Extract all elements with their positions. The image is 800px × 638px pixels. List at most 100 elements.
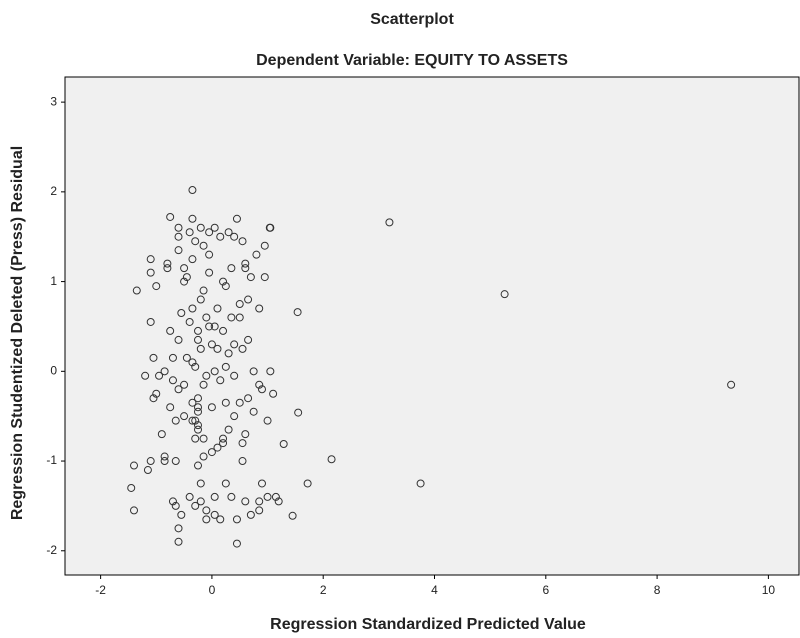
point (202, 515, 211, 524)
point (199, 241, 208, 250)
point (235, 313, 244, 322)
point (205, 250, 214, 259)
point (188, 358, 197, 367)
point (157, 430, 166, 439)
point (235, 300, 244, 309)
point (188, 304, 197, 313)
point (227, 313, 236, 322)
point (213, 344, 222, 353)
point (255, 497, 264, 506)
point (174, 335, 183, 344)
point (182, 353, 191, 362)
point (168, 497, 177, 506)
point (249, 407, 258, 416)
x-tick-label: -2 (95, 583, 106, 597)
point (244, 335, 253, 344)
point (127, 483, 136, 492)
point (274, 497, 283, 506)
point (241, 497, 250, 506)
y-tick-label: -1 (46, 453, 57, 467)
x-tick-label: 2 (320, 583, 327, 597)
point (188, 186, 197, 195)
point (241, 264, 250, 273)
point (279, 439, 288, 448)
point (185, 317, 194, 326)
point (255, 380, 264, 389)
plot-area (64, 76, 800, 576)
point (196, 295, 205, 304)
point (244, 394, 253, 403)
point (174, 537, 183, 546)
point (219, 277, 228, 286)
point (185, 228, 194, 237)
point (216, 376, 225, 385)
point (168, 376, 177, 385)
point (180, 264, 189, 273)
point (146, 255, 155, 264)
point (224, 425, 233, 434)
point (193, 394, 202, 403)
point (249, 367, 258, 376)
point (221, 362, 230, 371)
point (232, 214, 241, 223)
point (210, 492, 219, 501)
point (160, 457, 169, 466)
point (166, 212, 175, 221)
point (205, 322, 214, 331)
y-tick-label: 3 (50, 94, 57, 108)
point (177, 510, 186, 519)
point (257, 385, 266, 394)
point (171, 416, 180, 425)
point (202, 313, 211, 322)
point (213, 443, 222, 452)
point (199, 434, 208, 443)
point (216, 232, 225, 241)
point (130, 461, 139, 470)
point (188, 214, 197, 223)
point (303, 479, 312, 488)
point (143, 466, 152, 475)
point (221, 398, 230, 407)
point (244, 295, 253, 304)
point (210, 322, 219, 331)
point (210, 367, 219, 376)
point (224, 228, 233, 237)
point (132, 286, 141, 295)
point (327, 455, 336, 464)
point (180, 412, 189, 421)
point (146, 317, 155, 326)
point (216, 515, 225, 524)
point (185, 492, 194, 501)
point (238, 439, 247, 448)
point (263, 492, 272, 501)
chart-subtitle: Dependent Variable: EQUITY TO ASSETS (256, 52, 568, 69)
x-tick-label: 4 (431, 583, 438, 597)
point (196, 479, 205, 488)
point (193, 425, 202, 434)
y-tick-label: -2 (46, 543, 57, 557)
point (193, 407, 202, 416)
point (271, 492, 280, 501)
point (188, 255, 197, 264)
point (230, 412, 239, 421)
y-tick-label: 0 (50, 363, 57, 377)
point (193, 403, 202, 412)
point (246, 273, 255, 282)
point (174, 385, 183, 394)
point (230, 340, 239, 349)
point (202, 506, 211, 515)
point (221, 479, 230, 488)
point (188, 398, 197, 407)
point (207, 340, 216, 349)
point (500, 290, 509, 299)
point (182, 273, 191, 282)
point (727, 380, 736, 389)
point (241, 259, 250, 268)
point (193, 461, 202, 470)
point (174, 246, 183, 255)
point (146, 457, 155, 466)
point (205, 268, 214, 277)
point (199, 380, 208, 389)
point (174, 232, 183, 241)
point (260, 241, 269, 250)
